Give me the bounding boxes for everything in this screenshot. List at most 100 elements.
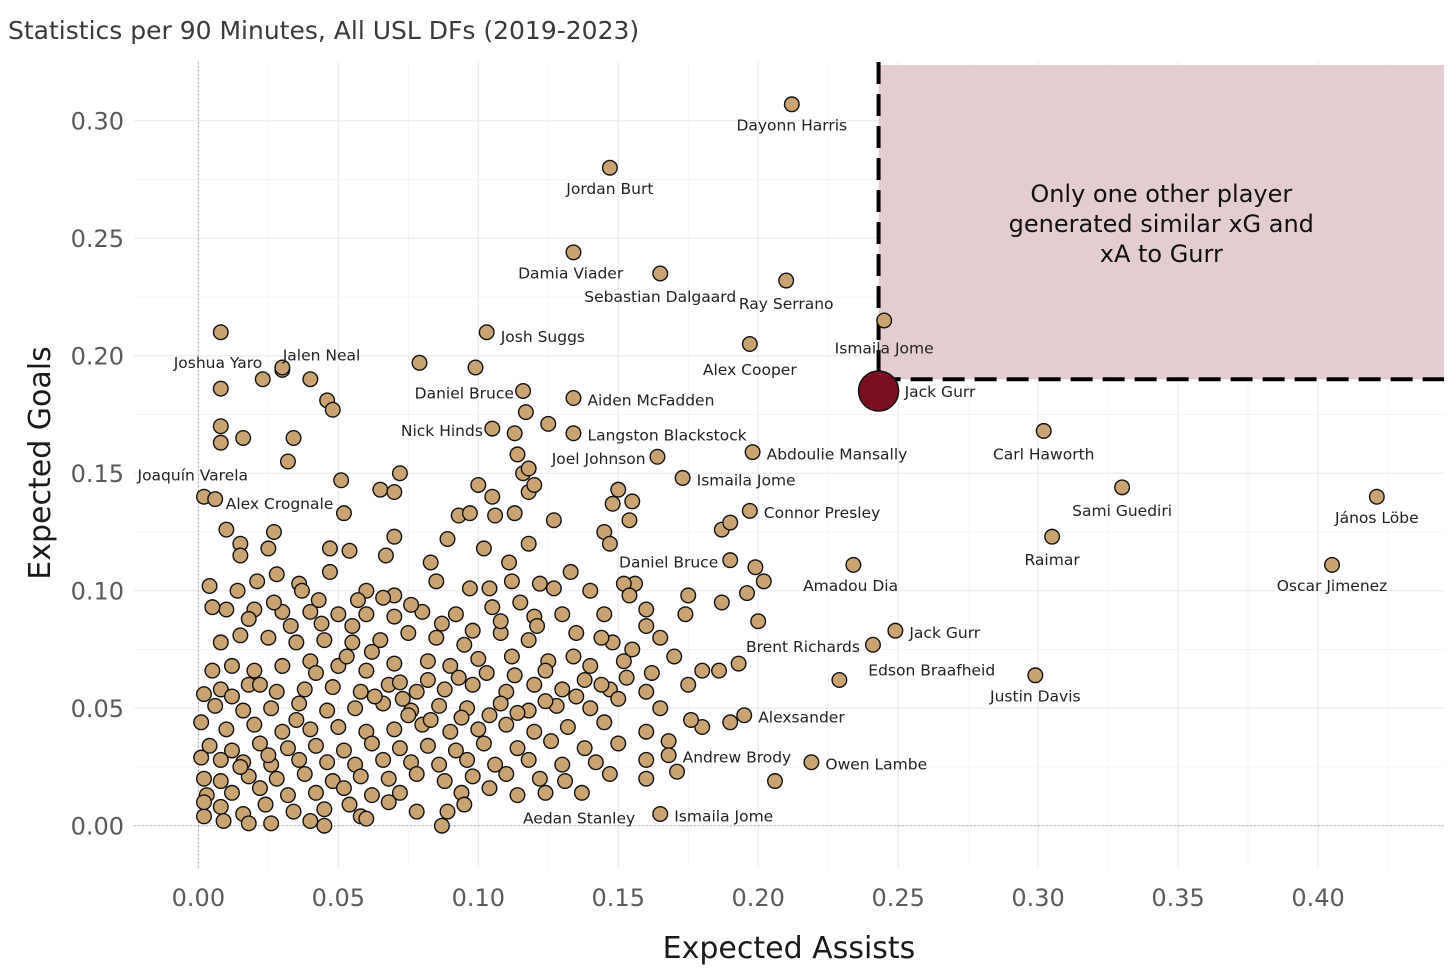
labeled-data-point: [741, 335, 758, 352]
point-label: Brent Richards: [746, 638, 860, 656]
point-label: Raimar: [1025, 551, 1081, 569]
data-point: [615, 653, 632, 670]
labeled-data-point: [565, 425, 582, 442]
data-point: [470, 721, 487, 738]
data-point: [487, 756, 504, 773]
data-point: [403, 596, 420, 613]
data-point: [193, 749, 210, 766]
data-point: [380, 794, 397, 811]
labeled-data-point: [736, 707, 753, 724]
data-point: [240, 610, 257, 627]
x-axis-title: Expected Assists: [663, 931, 916, 966]
data-point: [400, 707, 417, 724]
y-tick-label: 0.05: [71, 695, 124, 723]
data-point: [232, 547, 249, 564]
data-point: [498, 716, 515, 733]
data-point: [419, 737, 436, 754]
data-point: [324, 401, 341, 418]
data-point: [386, 528, 403, 545]
data-point: [562, 563, 579, 580]
point-label: Justin Davis: [989, 687, 1081, 705]
data-point: [246, 662, 263, 679]
y-tick-label: 0.00: [71, 813, 124, 841]
data-point: [375, 751, 392, 768]
data-point: [554, 606, 571, 623]
data-point: [341, 542, 358, 559]
labeled-data-point: [1324, 556, 1341, 573]
data-point: [568, 688, 585, 705]
data-point: [638, 617, 655, 634]
data-point: [750, 613, 767, 630]
point-labels: Dayonn Harris Jordan Burt Damia Viader Seba…: [137, 116, 1419, 827]
data-point: [680, 676, 697, 693]
data-point: [501, 554, 518, 571]
labeled-data-point: [649, 448, 666, 465]
point-label: Abdoulie Mansally: [767, 445, 908, 463]
data-point: [235, 429, 252, 446]
data-point: [386, 608, 403, 625]
point-label: Ray Serrano: [739, 295, 834, 313]
data-point: [467, 359, 484, 376]
labeled-data-point: [864, 636, 881, 653]
data-point: [358, 810, 375, 827]
data-point: [601, 535, 618, 552]
data-point: [503, 648, 520, 665]
data-point: [251, 735, 268, 752]
point-label: Langston Blackstock: [587, 427, 746, 445]
data-point: [624, 493, 641, 510]
data-point: [358, 662, 375, 679]
labeled-data-point: [212, 324, 229, 341]
data-point: [195, 770, 212, 787]
point-label: Aedan Stanley: [523, 810, 635, 828]
data-point: [358, 606, 375, 623]
data-point: [223, 742, 240, 759]
data-point: [372, 481, 389, 498]
data-point: [246, 716, 263, 733]
data-point: [218, 521, 235, 538]
data-point: [422, 554, 439, 571]
data-point: [436, 773, 453, 790]
labeled-data-point: [783, 96, 800, 113]
data-point: [526, 723, 543, 740]
data-point: [260, 629, 277, 646]
data-point: [291, 695, 308, 712]
data-point: [537, 693, 554, 710]
data-point: [643, 664, 660, 681]
labeled-data-point: [565, 244, 582, 261]
data-point: [307, 664, 324, 681]
data-point: [232, 758, 249, 775]
data-point: [610, 690, 627, 707]
data-point: [386, 655, 403, 672]
data-point: [694, 662, 711, 679]
data-point: [509, 740, 526, 757]
labeled-data-point: [803, 754, 820, 771]
data-point: [582, 657, 599, 674]
data-point: [442, 657, 459, 674]
data-point: [302, 813, 319, 830]
data-point: [604, 495, 621, 512]
data-point: [335, 780, 352, 797]
labeled-data-point: [573, 784, 590, 801]
data-point: [433, 817, 450, 834]
data-point: [545, 512, 562, 529]
data-point: [453, 709, 470, 726]
data-point: [512, 594, 529, 611]
data-point: [621, 587, 638, 604]
data-point: [352, 683, 369, 700]
data-point: [319, 754, 336, 771]
data-point: [517, 404, 534, 421]
data-point: [268, 566, 285, 583]
data-point: [335, 742, 352, 759]
point-label: Carl Haworth: [993, 445, 1095, 463]
data-point: [509, 446, 526, 463]
data-point: [251, 676, 268, 693]
data-point: [439, 803, 456, 820]
data-point: [543, 733, 560, 750]
data-point: [254, 371, 271, 388]
data-point: [288, 634, 305, 651]
data-point: [296, 681, 313, 698]
point-label: Sami Guediri: [1072, 502, 1172, 520]
data-point: [212, 751, 229, 768]
data-point: [249, 573, 266, 590]
